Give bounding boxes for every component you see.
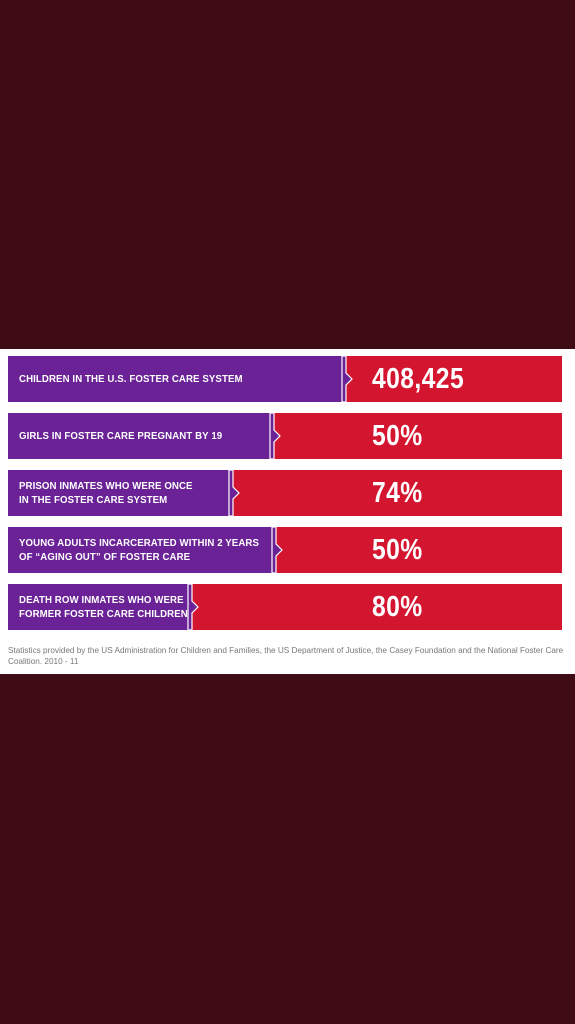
stat-row: GIRLS IN FOSTER CARE PREGNANT BY 19 50% xyxy=(8,412,562,460)
stat-label-line: DEATH ROW INMATES WHO WERE xyxy=(19,594,184,606)
stat-row: CHILDREN IN THE U.S. FOSTER CARE SYSTEM 4… xyxy=(8,355,562,403)
stat-label-line: IN THE FOSTER CARE SYSTEM xyxy=(19,494,168,506)
stat-value: 80% xyxy=(372,590,423,623)
infographic-panel: CHILDREN IN THE U.S. FOSTER CARE SYSTEM 4… xyxy=(0,349,575,674)
stat-label-line: YOUNG ADULTS INCARCERATED WITHIN 2 YEARS xyxy=(19,537,260,549)
arrow-notch xyxy=(269,412,281,460)
stat-label: YOUNG ADULTS INCARCERATED WITHIN 2 YEARS… xyxy=(19,536,259,564)
stat-value: 408,425 xyxy=(372,362,465,395)
arrow-notch xyxy=(271,526,283,574)
stat-label: PRISON INMATES WHO WERE ONCE IN THE FOSTE… xyxy=(19,479,193,507)
stat-rows: CHILDREN IN THE U.S. FOSTER CARE SYSTEM 4… xyxy=(8,355,562,641)
stat-label: DEATH ROW INMATES WHO WERE FORMER FOSTER … xyxy=(19,593,188,621)
arrow-notch xyxy=(341,355,353,403)
stat-value: 74% xyxy=(372,476,423,509)
stat-row: PRISON INMATES WHO WERE ONCE IN THE FOSTE… xyxy=(8,469,562,517)
label-bar: DEATH ROW INMATES WHO WERE FORMER FOSTER … xyxy=(8,584,188,630)
stat-row: DEATH ROW INMATES WHO WERE FORMER FOSTER … xyxy=(8,583,562,631)
stat-label-line: CHILDREN IN THE U.S. FOSTER CARE SYSTEM xyxy=(19,373,243,385)
arrow-notch xyxy=(228,469,240,517)
stat-label: GIRLS IN FOSTER CARE PREGNANT BY 19 xyxy=(19,429,222,443)
stat-value: 50% xyxy=(372,533,423,566)
stat-label-line: OF “AGING OUT” OF FOSTER CARE xyxy=(19,551,191,563)
label-bar: YOUNG ADULTS INCARCERATED WITHIN 2 YEARS… xyxy=(8,527,272,573)
arrow-notch xyxy=(187,583,199,631)
label-bar: PRISON INMATES WHO WERE ONCE IN THE FOSTE… xyxy=(8,470,229,516)
label-bar: GIRLS IN FOSTER CARE PREGNANT BY 19 xyxy=(8,413,270,459)
stat-label-line: FORMER FOSTER CARE CHILDREN xyxy=(19,608,188,620)
stat-value: 50% xyxy=(372,419,423,452)
stat-label-line: PRISON INMATES WHO WERE ONCE xyxy=(19,480,193,492)
stat-label-line: GIRLS IN FOSTER CARE PREGNANT BY 19 xyxy=(19,430,223,442)
stat-row: YOUNG ADULTS INCARCERATED WITHIN 2 YEARS… xyxy=(8,526,562,574)
source-footnote: Statistics provided by the US Administra… xyxy=(8,646,564,666)
label-bar: CHILDREN IN THE U.S. FOSTER CARE SYSTEM xyxy=(8,356,342,402)
stat-label: CHILDREN IN THE U.S. FOSTER CARE SYSTEM xyxy=(19,372,243,386)
